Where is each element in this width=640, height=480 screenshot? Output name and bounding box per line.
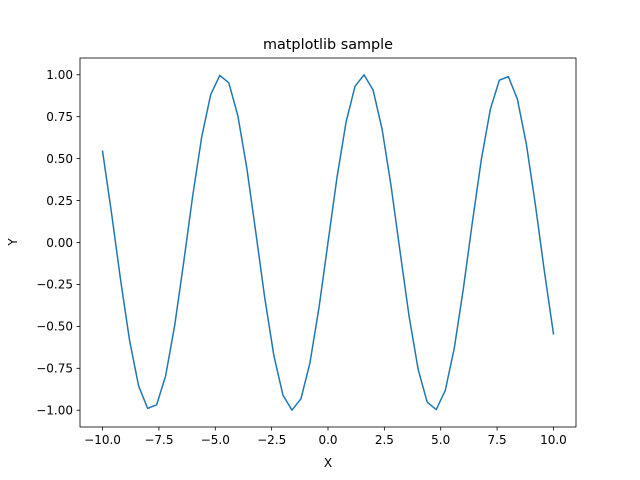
y-tick-label: −0.25 [36, 278, 73, 292]
y-tick-label: 1.00 [46, 68, 73, 82]
x-axis-ticks: −10.0 −7.5 −5.0 −2.5 0.0 2.5 5.0 7.5 10.0 [84, 427, 567, 447]
series-line [101, 74, 555, 411]
x-tick-label: −2.5 [257, 433, 286, 447]
x-tick-label: 2.5 [375, 433, 394, 447]
x-axis-label: X [324, 456, 332, 470]
y-axis-ticks: −1.00 −0.75 −0.50 −0.25 0.00 0.25 0.50 0.75 1.00 [36, 68, 80, 418]
y-tick-label: 0.75 [46, 110, 73, 124]
y-tick-label: 0.25 [46, 194, 73, 208]
x-tick-label: −10.0 [84, 433, 121, 447]
x-tick-label: −5.0 [201, 433, 230, 447]
y-tick-label: 0.00 [46, 236, 73, 250]
chart-title: matplotlib sample [263, 37, 393, 53]
y-tick-label: −0.75 [36, 362, 73, 376]
x-tick-label: 10.0 [540, 433, 567, 447]
x-tick-label: 0.0 [318, 433, 337, 447]
x-tick-label: −7.5 [144, 433, 173, 447]
y-axis-label: Y [6, 238, 20, 247]
y-tick-label: −1.00 [36, 404, 73, 418]
x-tick-label: 7.5 [488, 433, 507, 447]
y-tick-label: −0.50 [36, 320, 73, 334]
plot-frame [79, 57, 577, 428]
x-tick-label: 5.0 [431, 433, 450, 447]
y-tick-label: 0.50 [46, 152, 73, 166]
